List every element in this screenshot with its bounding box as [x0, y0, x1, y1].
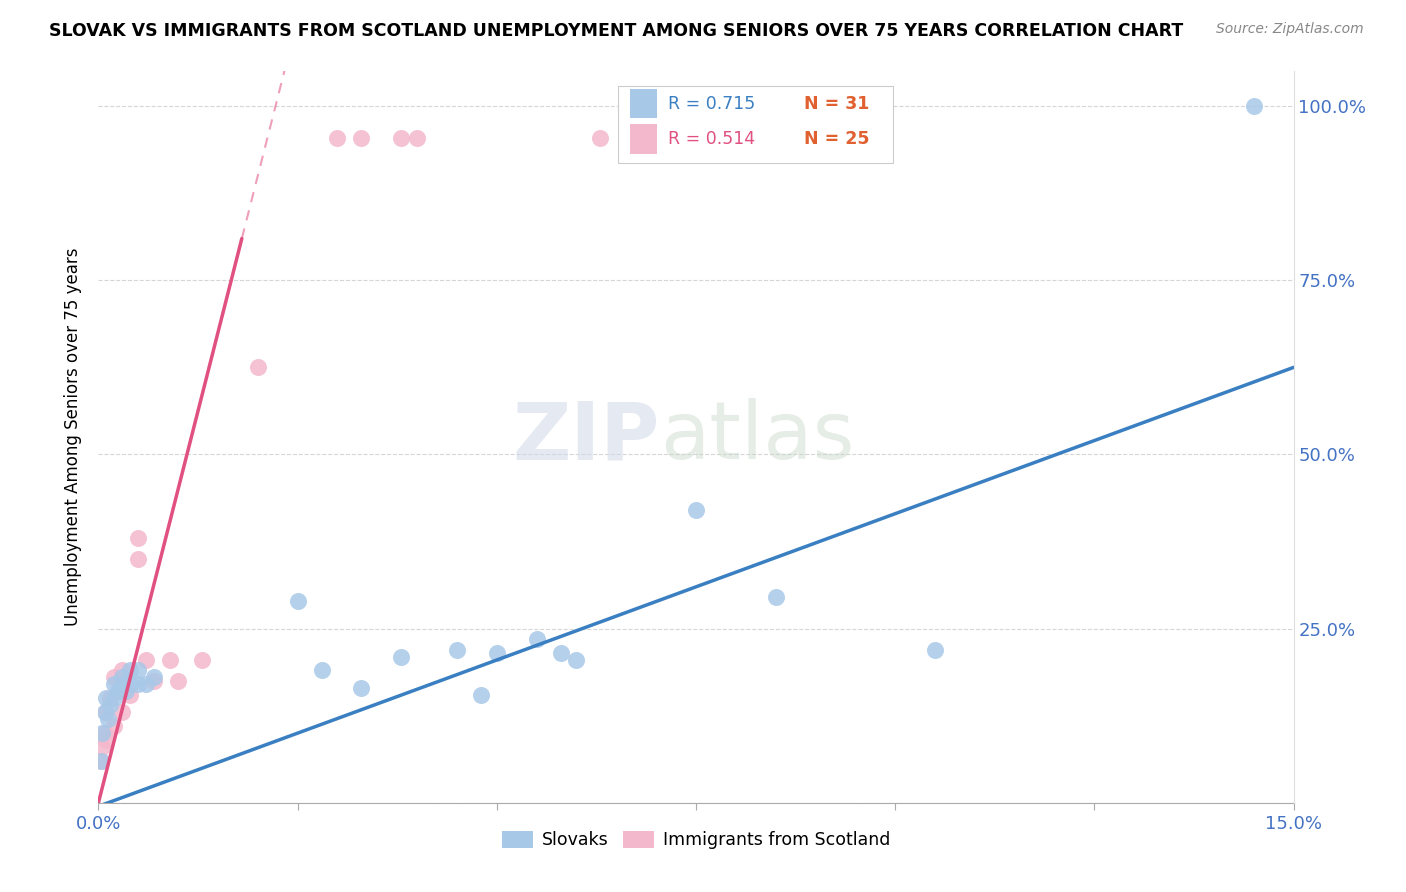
Point [91, 740, 114, 755]
Text: R = 0.514: R = 0.514 [668, 130, 755, 148]
Point [94, 726, 117, 740]
Point [350, 130, 373, 145]
Bar [630, 124, 657, 153]
Point [1243, 99, 1265, 113]
Point [924, 642, 946, 657]
Bar [630, 89, 657, 119]
Point [127, 552, 149, 566]
Point [115, 684, 138, 698]
Point [94, 705, 117, 719]
Point [326, 130, 349, 145]
Point [96, 733, 118, 747]
Point [167, 673, 190, 688]
Point [97, 712, 120, 726]
Point [246, 360, 269, 375]
Point [90, 754, 112, 768]
Legend: Slovaks, Immigrants from Scotland: Slovaks, Immigrants from Scotland [495, 823, 897, 856]
Point [446, 642, 468, 657]
Point [159, 653, 181, 667]
Point [485, 646, 508, 660]
Point [103, 677, 125, 691]
Point [103, 670, 125, 684]
Point [120, 677, 142, 691]
Point [103, 719, 125, 733]
Point [96, 691, 118, 706]
Point [135, 653, 157, 667]
Text: SLOVAK VS IMMIGRANTS FROM SCOTLAND UNEMPLOYMENT AMONG SENIORS OVER 75 YEARS CORR: SLOVAK VS IMMIGRANTS FROM SCOTLAND UNEMP… [49, 22, 1184, 40]
Text: atlas: atlas [661, 398, 855, 476]
Point [111, 664, 134, 678]
Point [135, 677, 157, 691]
Point [685, 503, 707, 517]
Point [90, 754, 112, 768]
Point [120, 688, 142, 702]
Point [311, 664, 333, 678]
Point [550, 646, 572, 660]
Text: N = 25: N = 25 [804, 130, 869, 148]
Point [120, 664, 142, 678]
Text: Source: ZipAtlas.com: Source: ZipAtlas.com [1216, 22, 1364, 37]
FancyBboxPatch shape [619, 86, 893, 163]
Point [350, 681, 373, 695]
Point [565, 653, 588, 667]
Point [127, 664, 149, 678]
Point [91, 726, 114, 740]
Point [287, 594, 309, 608]
Point [111, 677, 134, 691]
Point [98, 691, 122, 706]
Point [111, 670, 134, 684]
Point [96, 705, 118, 719]
Point [103, 691, 125, 706]
Point [526, 632, 548, 646]
Point [143, 673, 166, 688]
Point [127, 531, 149, 545]
Point [406, 130, 429, 145]
Point [98, 698, 122, 713]
Point [389, 130, 412, 145]
Point [589, 130, 612, 145]
Point [107, 684, 129, 698]
Point [470, 688, 492, 702]
Point [191, 653, 214, 667]
Point [765, 591, 787, 605]
Y-axis label: Unemployment Among Seniors over 75 years: Unemployment Among Seniors over 75 years [65, 248, 83, 626]
Point [143, 670, 166, 684]
Point [111, 705, 134, 719]
Text: N = 31: N = 31 [804, 95, 869, 112]
Point [389, 649, 412, 664]
Text: ZIP: ZIP [513, 398, 661, 476]
Point [127, 677, 149, 691]
Text: R = 0.715: R = 0.715 [668, 95, 756, 112]
